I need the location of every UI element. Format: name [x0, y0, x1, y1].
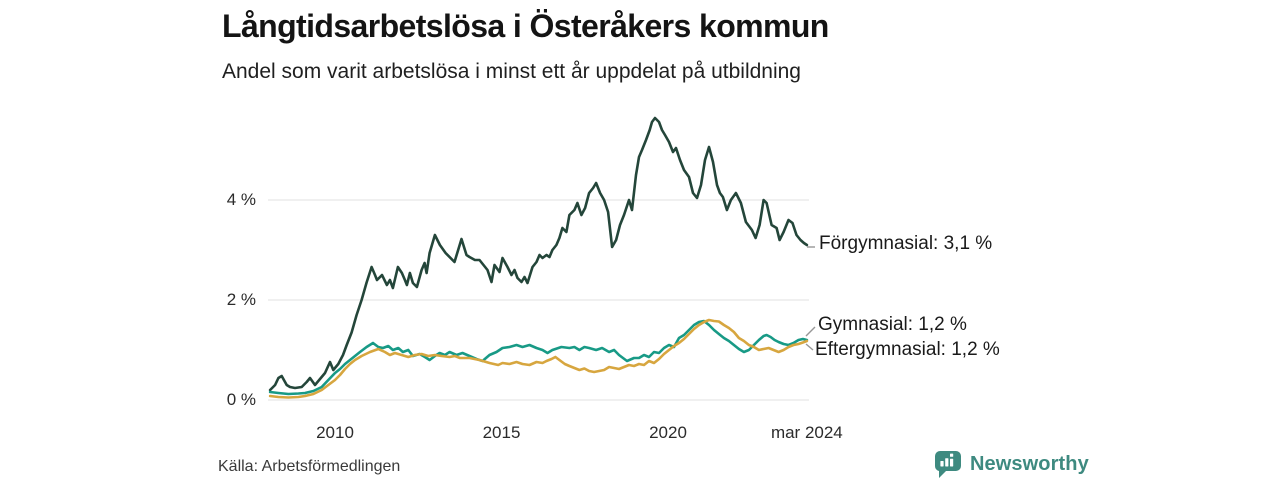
- y-tick-label: 0 %: [226, 390, 256, 409]
- x-tick-label: 2020: [649, 423, 687, 442]
- y-tick-label: 4 %: [226, 190, 256, 209]
- series-label-forgymnasial: Förgymnasial: 3,1 %: [819, 233, 993, 254]
- source-note: Källa: Arbetsförmedlingen: [218, 458, 401, 475]
- newsworthy-wordmark: Newsworthy: [970, 452, 1089, 475]
- line-gymnasial: [268, 319, 809, 396]
- label-connectors: [805, 246, 816, 351]
- label-connector: [805, 326, 816, 337]
- line-förgymnasial: [268, 116, 809, 392]
- x-tick-label: 2010: [316, 423, 354, 442]
- gridlines: [268, 199, 809, 401]
- x-tick-label: mar 2024: [770, 423, 843, 442]
- line-eftergymnasial: [268, 318, 809, 399]
- newsworthy-logo-icon: [935, 451, 961, 478]
- page-title: Långtidsarbetslösa i Österåkers kommun: [222, 8, 829, 44]
- chart-subtitle: Andel som varit arbetslösa i minst ett å…: [222, 60, 801, 83]
- series-label-gymnasial: Gymnasial: 1,2 %: [818, 314, 967, 335]
- newsworthy-brand[interactable]: Newsworthy: [933, 449, 1089, 479]
- label-connector: [805, 343, 814, 351]
- series-label-eftergymnasial: Eftergymnasial: 1,2 %: [815, 339, 1000, 360]
- x-tick-label: 2015: [482, 423, 521, 442]
- series-lines: [268, 116, 809, 399]
- y-tick-label: 2 %: [226, 290, 256, 309]
